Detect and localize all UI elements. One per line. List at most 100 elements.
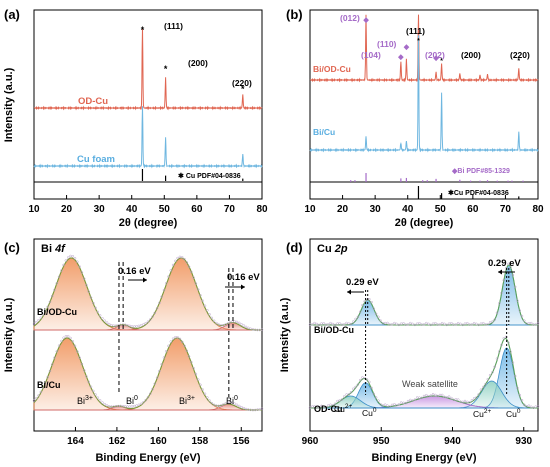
raw-data-point xyxy=(247,408,250,411)
raw-data-point xyxy=(513,285,517,289)
raw-data-point xyxy=(379,403,382,406)
raw-data-point xyxy=(315,322,319,326)
raw-data-point xyxy=(126,405,129,408)
raw-data-point xyxy=(210,316,214,320)
raw-data-point xyxy=(491,371,494,374)
raw-data-point xyxy=(64,334,68,338)
raw-data-point xyxy=(507,341,510,344)
series-label-bi-cu-c: Bi/Cu xyxy=(37,380,61,390)
x-tick-label: 70 xyxy=(224,204,236,215)
raw-data-point xyxy=(511,273,515,277)
raw-data-point xyxy=(103,402,106,406)
raw-data-point xyxy=(409,398,412,402)
raw-data-point xyxy=(260,328,264,332)
raw-data-point xyxy=(112,324,116,327)
raw-data-point xyxy=(342,323,346,326)
raw-data-point xyxy=(244,325,248,329)
x-tick-label: 70 xyxy=(500,204,512,215)
ylabel-d: Intensity (a.u.) xyxy=(279,297,291,372)
raw-data-point xyxy=(203,392,207,396)
raw-data-point xyxy=(493,365,496,369)
raw-data-point xyxy=(525,404,528,408)
xlabel-c: Binding Energy (eV) xyxy=(95,452,200,464)
raw-data-point xyxy=(313,405,316,408)
label-cu2-2: Cu2+ xyxy=(473,408,491,419)
raw-data-point xyxy=(149,318,152,321)
raw-data-point xyxy=(105,321,109,324)
raw-data-point xyxy=(128,324,132,328)
raw-data-point xyxy=(386,321,389,325)
raw-data-point xyxy=(472,397,476,400)
raw-data-point xyxy=(101,317,104,320)
series-label-od-cu-d: OD-Cu xyxy=(314,404,343,414)
raw-data-point xyxy=(402,322,405,325)
raw-data-point xyxy=(144,398,147,402)
raw-data-point xyxy=(399,401,403,404)
raw-data-point xyxy=(397,403,401,406)
raw-data-point xyxy=(180,256,184,259)
raw-data-point xyxy=(158,301,161,305)
raw-data-point xyxy=(338,399,341,402)
raw-data-point xyxy=(142,401,145,404)
raw-data-point xyxy=(509,266,512,269)
raw-data-point xyxy=(50,294,54,298)
raw-data-point xyxy=(103,319,106,322)
raw-data-point xyxy=(50,363,54,366)
raw-data-point xyxy=(340,398,344,401)
raw-data-point xyxy=(57,344,61,347)
x-tick-label: 40 xyxy=(402,204,414,215)
raw-data-point xyxy=(436,323,439,326)
raw-data-point xyxy=(187,265,191,268)
ref-label-cu-b: ✱Cu PDF#04-0836 xyxy=(448,189,509,197)
raw-data-point xyxy=(507,262,510,266)
raw-data-point xyxy=(311,405,314,408)
peak-marker: * xyxy=(440,58,443,65)
raw-data-point xyxy=(470,398,474,402)
raw-data-point xyxy=(463,322,467,325)
raw-data-point xyxy=(529,405,533,409)
raw-data-point xyxy=(523,403,526,407)
raw-data-point xyxy=(53,288,56,292)
raw-data-point xyxy=(516,386,519,390)
raw-data-point xyxy=(32,322,36,326)
raw-data-point xyxy=(422,394,426,398)
raw-data-point xyxy=(500,291,503,295)
raw-data-point xyxy=(500,343,503,347)
annot-220-b: (220) xyxy=(510,50,530,60)
raw-data-point xyxy=(107,322,111,326)
raw-data-point xyxy=(137,324,141,328)
raw-data-point xyxy=(388,323,392,326)
raw-data-point xyxy=(146,320,150,323)
raw-data-point xyxy=(53,356,56,359)
raw-data-point xyxy=(73,344,77,348)
raw-data-point xyxy=(110,323,113,327)
raw-data-point xyxy=(497,350,501,353)
xrd-line-bi-od-cu xyxy=(309,14,539,83)
raw-data-point xyxy=(324,406,328,409)
raw-data-point xyxy=(153,311,157,315)
raw-data-point xyxy=(135,325,138,328)
raw-data-point xyxy=(361,376,364,379)
raw-data-point xyxy=(130,325,134,328)
raw-data-point xyxy=(352,387,355,391)
raw-data-point xyxy=(194,282,198,285)
raw-data-point xyxy=(413,323,417,327)
panel-d: (d) 960 950 940 930 Cu 2p Bi/OD-Cu OD-Cu 0.… xyxy=(279,238,540,464)
x-tick-label: 20 xyxy=(337,204,349,215)
raw-data-point xyxy=(114,405,118,408)
raw-data-point xyxy=(174,259,177,263)
raw-data-point xyxy=(149,392,152,395)
raw-data-point xyxy=(62,263,65,267)
raw-data-point xyxy=(532,323,535,326)
raw-data-point xyxy=(251,408,255,412)
raw-data-point xyxy=(406,399,410,403)
raw-data-point xyxy=(427,322,430,326)
raw-data-point xyxy=(160,363,163,366)
raw-data-point xyxy=(447,322,451,325)
raw-data-point xyxy=(525,322,528,325)
peak-marker: ◆ xyxy=(403,44,410,51)
raw-data-point xyxy=(497,302,501,305)
raw-data-point xyxy=(415,396,419,399)
raw-data-point xyxy=(413,398,417,401)
raw-data-point xyxy=(80,362,84,366)
